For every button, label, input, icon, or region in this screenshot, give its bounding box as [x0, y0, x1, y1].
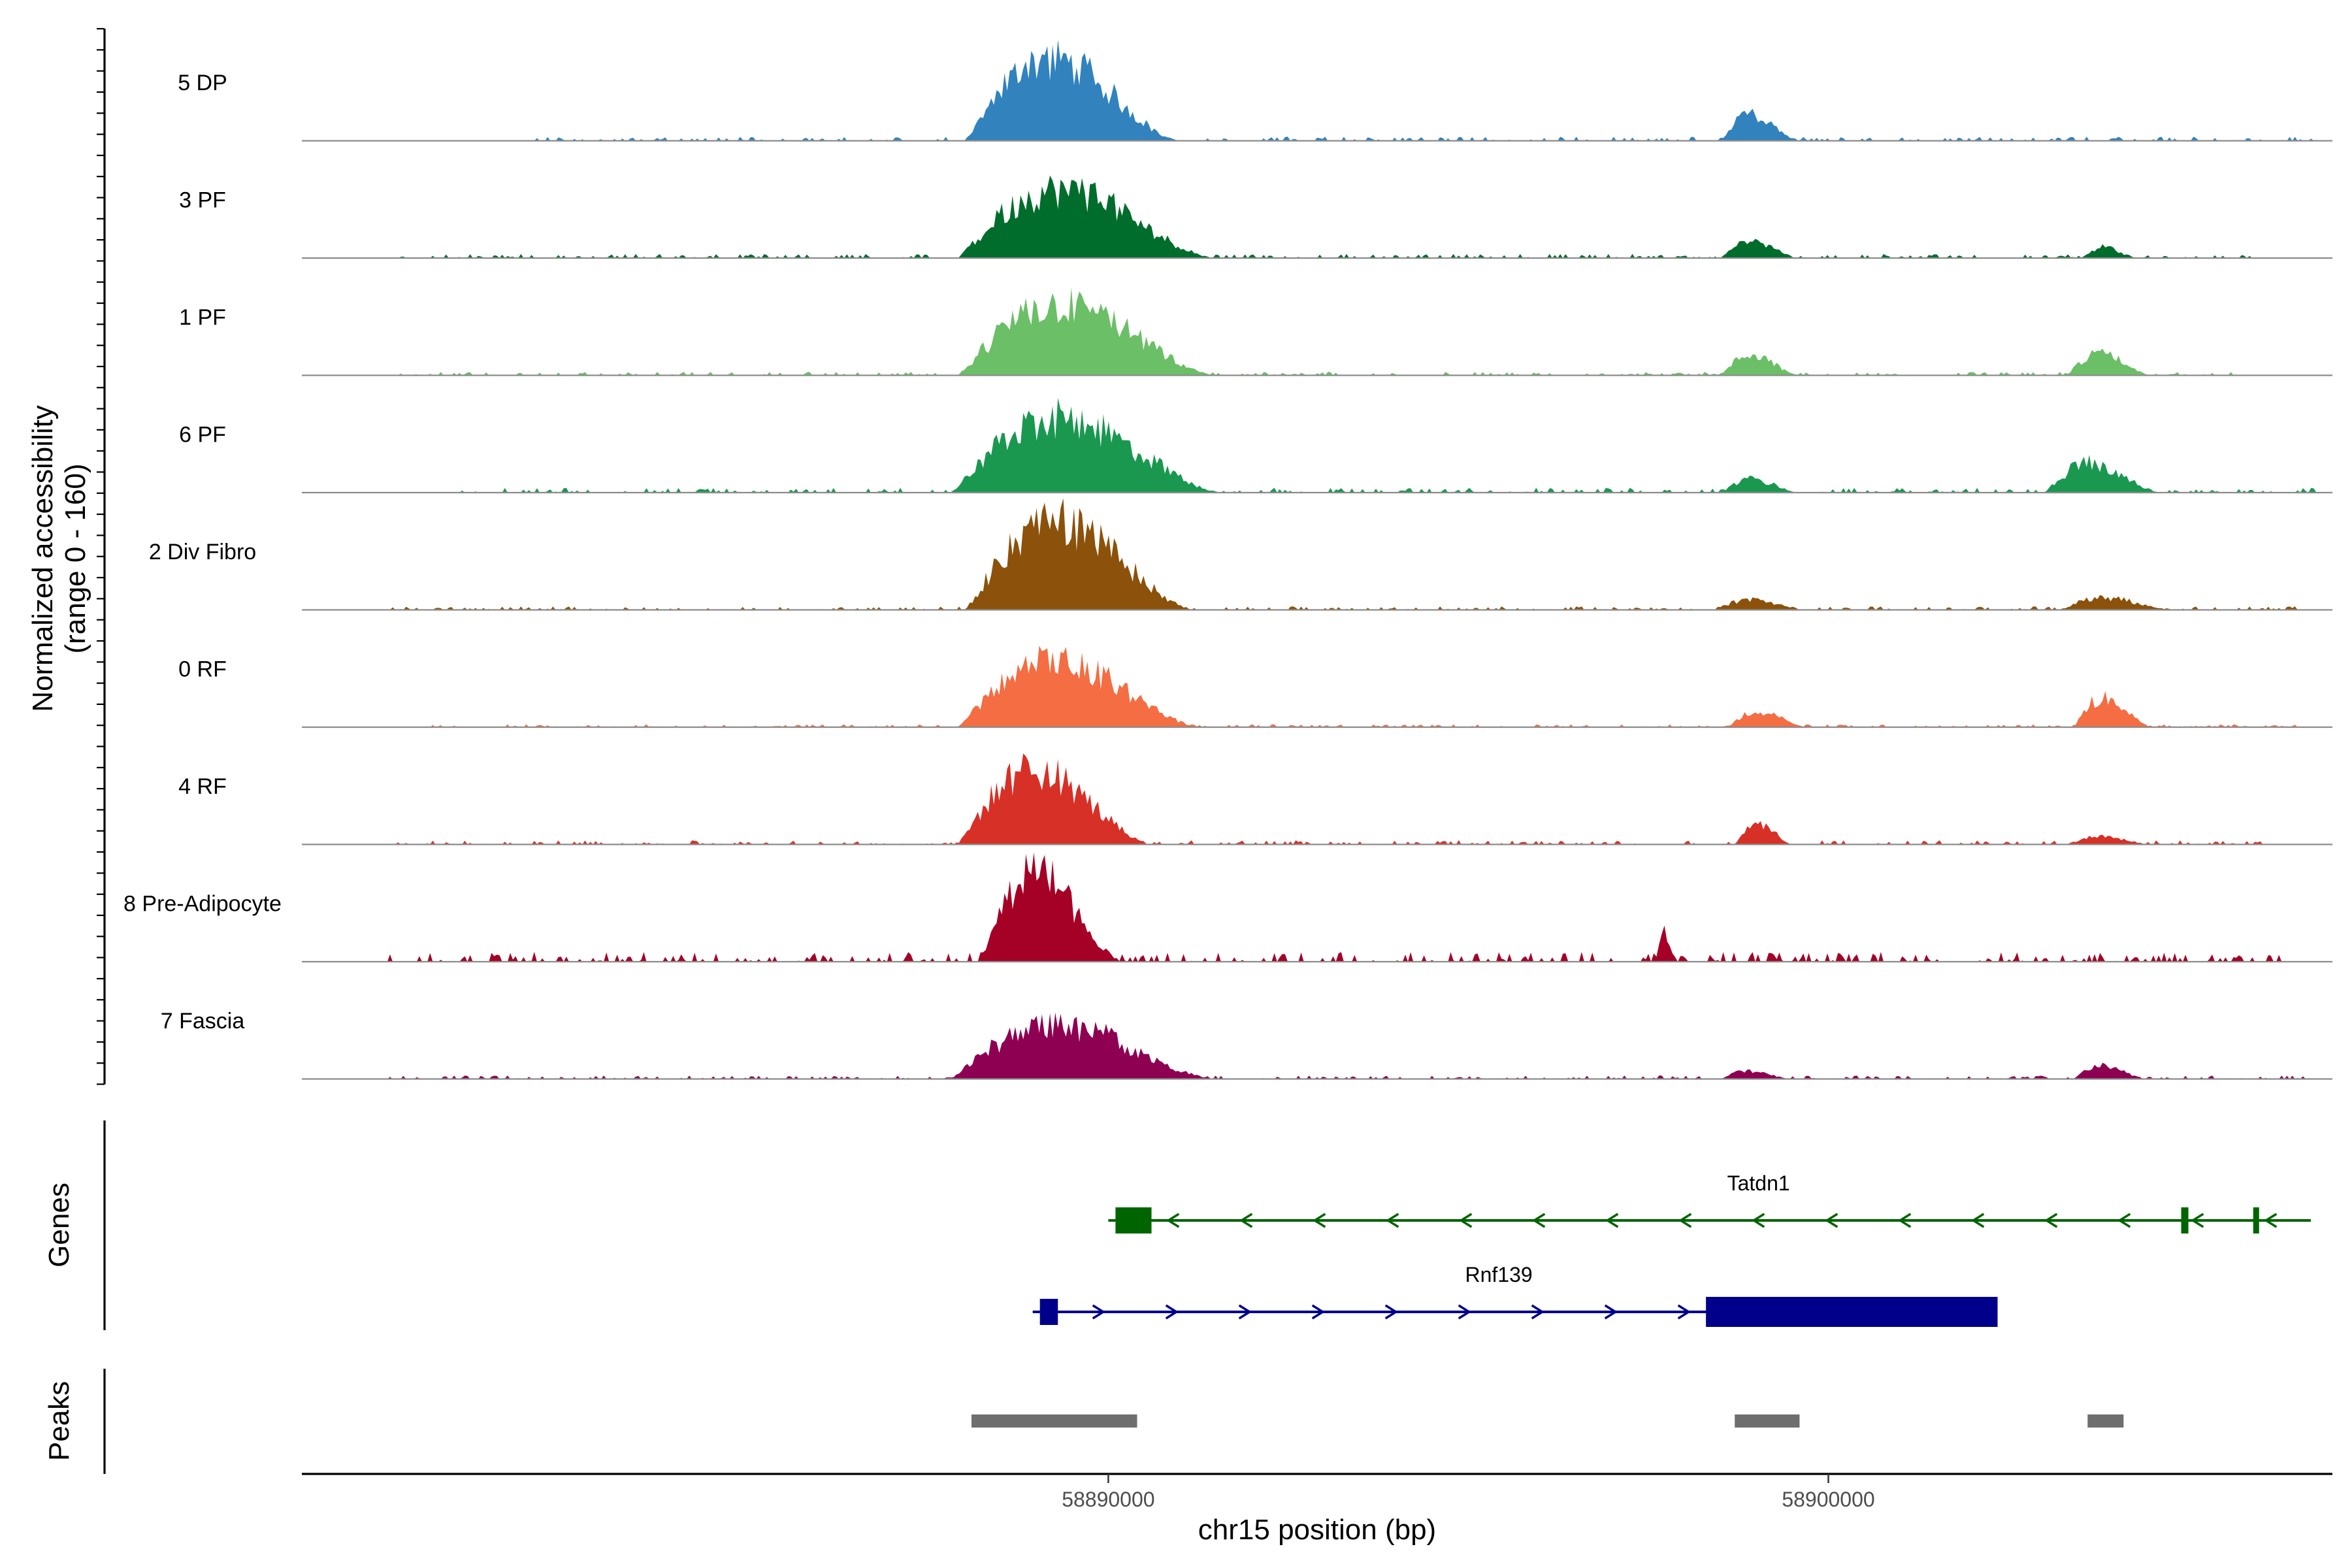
gene-tatdn1: Tatdn1	[1108, 1171, 2311, 1233]
peak-track	[971, 1414, 2124, 1428]
track-label: 1 PF	[179, 305, 226, 330]
x-axis-title: chr15 position (bp)	[1198, 1514, 1436, 1546]
track-5: 0 RF	[178, 645, 2332, 728]
gene-track: Tatdn1 Rnf139	[1032, 1171, 2311, 1327]
coverage-area	[302, 398, 2332, 493]
gene-exon	[1039, 1299, 1058, 1325]
coverage-area	[302, 287, 2332, 376]
strand-arrow	[1752, 1213, 1765, 1228]
track-label: 6 PF	[179, 422, 226, 447]
strand-arrow	[1531, 1304, 1544, 1320]
track-label: 2 Div Fibro	[149, 540, 256, 564]
track-6: 4 RF	[178, 753, 2332, 845]
track-7: 8 Pre-Adipocyte	[123, 852, 2332, 963]
strand-arrow	[2191, 1213, 2204, 1228]
strand-arrow	[1971, 1213, 1985, 1228]
track-label: 3 PF	[179, 188, 226, 212]
strand-arrow	[1458, 1304, 1471, 1320]
strand-arrow	[1238, 1304, 1252, 1320]
coverage-area	[302, 39, 2332, 141]
coverage-area	[302, 753, 2332, 845]
y-axis-title-line2: (range 0 - 160)	[59, 463, 91, 653]
strand-arrow	[1604, 1304, 1618, 1320]
gene-rnf139: Rnf139	[1032, 1263, 1998, 1327]
peak-region	[1735, 1414, 1800, 1428]
track-label: 5 DP	[178, 71, 227, 95]
track-label: 8 Pre-Adipocyte	[123, 891, 282, 916]
peak-region	[971, 1414, 1137, 1428]
strand-arrow	[2044, 1213, 2058, 1228]
track-8: 7 Fascia	[161, 1009, 2332, 1080]
strand-arrow	[1532, 1213, 1546, 1228]
track-label: 0 RF	[178, 657, 227, 681]
genes-panel-label: Genes	[43, 1183, 75, 1267]
x-axis: 58890000 58900000	[302, 1473, 2332, 1511]
track-label: 4 RF	[178, 774, 227, 799]
strand-arrow	[1677, 1304, 1691, 1320]
peak-region	[2087, 1414, 2124, 1428]
gene-exon	[1706, 1297, 1998, 1327]
strand-arrow	[1459, 1213, 1473, 1228]
strand-arrow	[1239, 1213, 1253, 1228]
strand-arrow	[1678, 1213, 1692, 1228]
strand-arrow	[1605, 1213, 1619, 1228]
track-0: 5 DP	[178, 39, 2332, 142]
strand-arrow	[1313, 1213, 1326, 1228]
coverage-tracks: 5 DP 3 PF 1 PF 6 PF 2 Div Fibro 0 RF 4 RF 8 Pre…	[123, 39, 2332, 1080]
track-1: 3 PF	[179, 175, 2332, 259]
strand-arrow	[1825, 1213, 1838, 1228]
x-tick-label: 58900000	[1782, 1488, 1874, 1511]
strand-arrow	[1898, 1213, 1912, 1228]
coverage-area	[302, 175, 2332, 258]
gene-name: Tatdn1	[1727, 1171, 1790, 1195]
strand-arrow	[1384, 1304, 1398, 1320]
strand-arrow	[1386, 1213, 1399, 1228]
strand-arrow	[1165, 1304, 1179, 1320]
gene-exon	[2181, 1207, 2189, 1233]
track-2: 1 PF	[179, 287, 2332, 376]
coverage-area	[302, 645, 2332, 727]
gene-exon	[1115, 1207, 1152, 1233]
strand-arrow	[1311, 1304, 1325, 1320]
strand-arrow	[2117, 1213, 2131, 1228]
track-3: 6 PF	[179, 398, 2332, 494]
strand-arrow	[1166, 1213, 1180, 1228]
track-4: 2 Div Fibro	[149, 498, 2332, 611]
coverage-area	[302, 852, 2332, 962]
strand-arrow	[2264, 1213, 2278, 1228]
strand-arrow	[1092, 1304, 1105, 1320]
gene-exon	[2253, 1207, 2259, 1233]
coverage-area	[302, 1012, 2332, 1079]
track-label: 7 Fascia	[161, 1009, 245, 1034]
coverage-area	[302, 498, 2332, 610]
peaks-panel-label: Peaks	[43, 1381, 75, 1461]
y-axis-title-line1: Normalized accessibility	[27, 405, 59, 711]
y-axis	[97, 27, 106, 1474]
x-tick-label: 58890000	[1062, 1488, 1154, 1511]
gene-name: Rnf139	[1465, 1263, 1532, 1286]
